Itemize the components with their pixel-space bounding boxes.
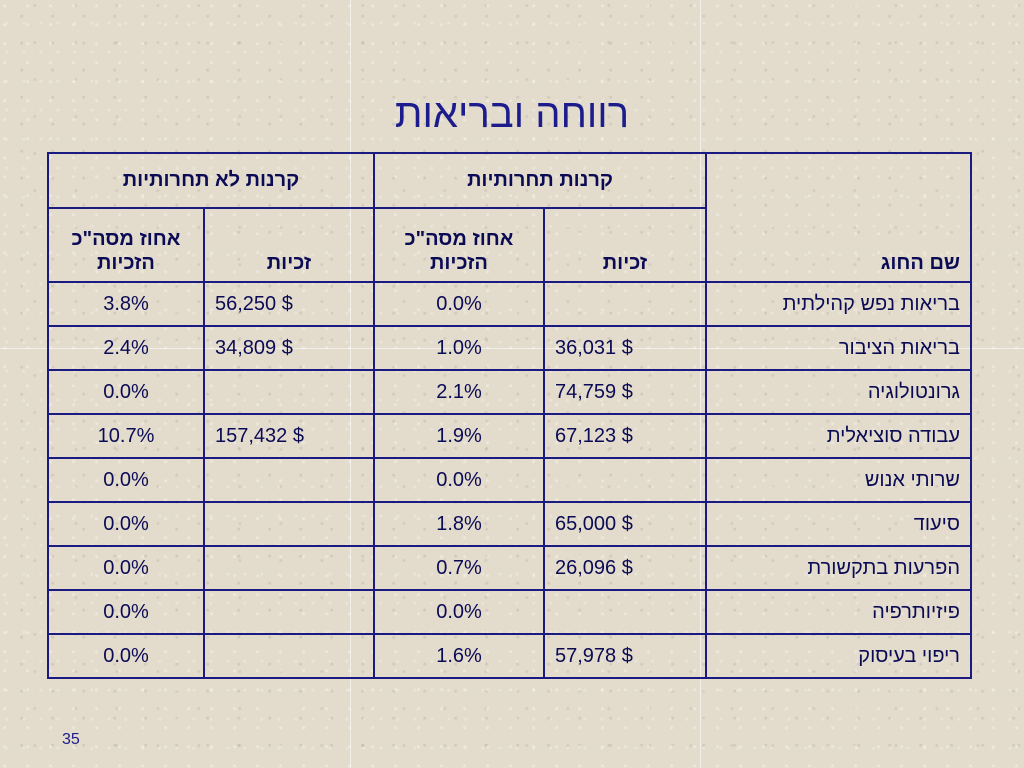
competitive-percent-cell: 0.0% [373, 457, 545, 503]
noncompetitive-amount-cell: $ 56,250 [203, 281, 375, 327]
table-row: בריאות הציבור $ 36,031 1.0% $ 34,809 2.4… [47, 325, 972, 371]
competitive-amount-cell [543, 281, 707, 327]
noncompetitive-percent-cell: 10.7% [47, 413, 205, 459]
competitive-percent-cell: 1.8% [373, 501, 545, 547]
sub-header-row: זכיות אחוז מסה"כ הזכיות זכיות אחוז מסה"כ… [47, 207, 971, 283]
noncompetitive-percent-cell: 0.0% [47, 457, 205, 503]
noncompetitive-amount-cell [203, 501, 375, 547]
table-row: סיעוד $ 65,000 1.8% 0.0% [47, 501, 972, 547]
table-row: הפרעות בתקשורת $ 26,096 0.7% 0.0% [47, 545, 972, 591]
law-name-cell: סיעוד [705, 501, 972, 547]
competitive-amount-cell: $ 67,123 [543, 413, 707, 459]
law-column-header: שם החוג [705, 152, 972, 283]
noncompetitive-percent-cell: 2.4% [47, 325, 205, 371]
table-row: בריאות נפש קהילתית 0.0% $ 56,250 3.8% [47, 281, 972, 327]
table-row: ריפוי בעיסוק $ 57,978 1.6% 0.0% [47, 633, 972, 679]
grants-table: שם החוג קרנות תחרותיות קרנות לא תחרותיות… [47, 152, 972, 679]
noncompetitive-percent-cell: 0.0% [47, 369, 205, 415]
percent-header-line1: אחוז מסה"כ [404, 228, 514, 250]
competitive-amount-cell: $ 65,000 [543, 501, 707, 547]
group-header-row: שם החוג קרנות תחרותיות קרנות לא תחרותיות [47, 152, 972, 283]
competitive-percent-cell: 1.0% [373, 325, 545, 371]
percent-header-line2: הזכיות [430, 252, 488, 274]
competitive-amount-cell: $ 26,096 [543, 545, 707, 591]
noncompetitive-percent-cell: 0.0% [47, 501, 205, 547]
table-row: עבודה סוציאלית $ 67,123 1.9% $ 157,432 1… [47, 413, 972, 459]
table-row: גרונטולוגיה $ 74,759 2.1% 0.0% [47, 369, 972, 415]
competitive-percent-cell: 0.0% [373, 281, 545, 327]
law-name-cell: ריפוי בעיסוק [705, 633, 972, 679]
law-name-cell: גרונטולוגיה [705, 369, 972, 415]
noncompetitive-amount-cell [203, 633, 375, 679]
competitive-percent-cell: 1.9% [373, 413, 545, 459]
competitive-percent-cell: 0.0% [373, 589, 545, 635]
law-name-cell: בריאות הציבור [705, 325, 972, 371]
competitive-percent-cell: 0.7% [373, 545, 545, 591]
page-number: 35 [62, 731, 80, 748]
noncompetitive-group-header: קרנות לא תחרותיות [47, 152, 375, 209]
competitive-percent-header: אחוז מסה"כ הזכיות [373, 207, 545, 283]
noncompetitive-amount-cell [203, 369, 375, 415]
competitive-amount-cell: $ 36,031 [543, 325, 707, 371]
law-name-cell: עבודה סוציאלית [705, 413, 972, 459]
noncompetitive-amount-cell: $ 34,809 [203, 325, 375, 371]
competitive-percent-cell: 1.6% [373, 633, 545, 679]
table-row: פיזיותרפיה 0.0% 0.0% [47, 589, 972, 635]
law-name-cell: הפרעות בתקשורת [705, 545, 972, 591]
noncompetitive-percent-header: אחוז מסה"כ הזכיות [47, 207, 205, 283]
noncompetitive-amount-cell [203, 457, 375, 503]
noncompetitive-percent-cell: 3.8% [47, 281, 205, 327]
competitive-amount-cell [543, 589, 707, 635]
competitive-amount-cell: $ 57,978 [543, 633, 707, 679]
law-name-cell: שרותי אנוש [705, 457, 972, 503]
noncompetitive-percent-cell: 0.0% [47, 589, 205, 635]
noncompetitive-percent-cell: 0.0% [47, 633, 205, 679]
competitive-percent-cell: 2.1% [373, 369, 545, 415]
noncompetitive-amount-cell [203, 589, 375, 635]
competitive-group-header: קרנות תחרותיות [373, 152, 707, 209]
noncompetitive-percent-cell: 0.0% [47, 545, 205, 591]
competitive-amount-cell [543, 457, 707, 503]
table-row: שרותי אנוש 0.0% 0.0% [47, 457, 972, 503]
competitive-amount-cell: $ 74,759 [543, 369, 707, 415]
noncompetitive-amount-header: זכיות [203, 207, 375, 283]
percent-header-line2: הזכיות [97, 252, 155, 274]
noncompetitive-amount-cell: $ 157,432 [203, 413, 375, 459]
slide-title: רווחה ובריאות [394, 92, 630, 136]
law-name-cell: בריאות נפש קהילתית [705, 281, 972, 327]
noncompetitive-amount-cell [203, 545, 375, 591]
percent-header-line1: אחוז מסה"כ [71, 228, 181, 250]
law-name-cell: פיזיותרפיה [705, 589, 972, 635]
competitive-amount-header: זכיות [543, 207, 707, 283]
